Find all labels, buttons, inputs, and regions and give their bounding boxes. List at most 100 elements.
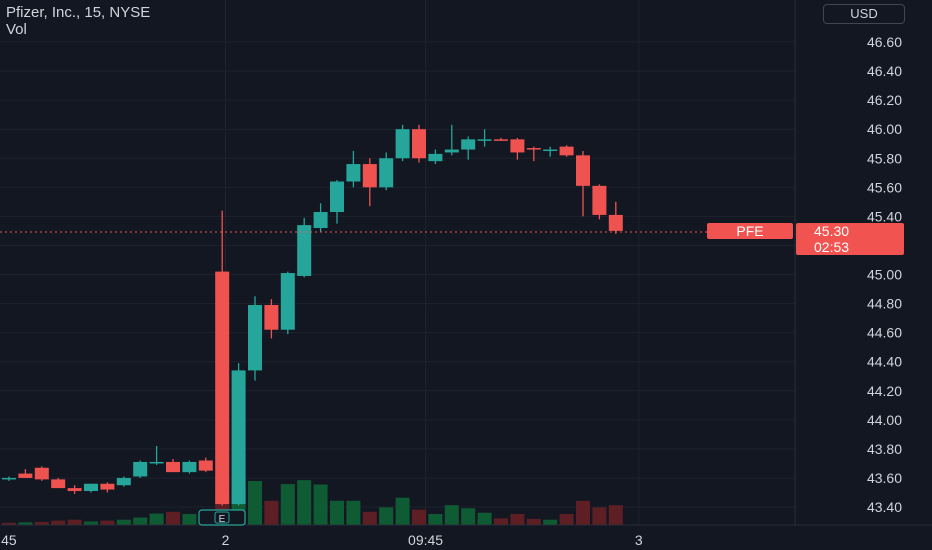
candle-body [444, 149, 459, 153]
candle-body [248, 305, 262, 371]
price-tick-label: 44.80 [867, 296, 902, 312]
volume-bar [477, 512, 492, 525]
candle-body [67, 488, 82, 492]
symbol-title[interactable]: Pfizer, Inc., 15, NYSE [6, 4, 151, 21]
candle[interactable] [543, 146, 558, 157]
candle-body [379, 158, 394, 188]
currency-selector[interactable]: USD [823, 4, 905, 24]
candle-body [18, 473, 33, 478]
candle[interactable] [362, 158, 377, 207]
price-tick-label: 44.40 [867, 354, 902, 370]
candle[interactable] [608, 201, 623, 234]
candle[interactable] [526, 146, 541, 162]
candle[interactable] [412, 124, 426, 163]
candle[interactable] [198, 457, 213, 473]
candle[interactable] [34, 466, 49, 481]
candle-body [608, 214, 623, 231]
time-axis[interactable]: 09:45 2 09:45 3 [0, 532, 643, 548]
price-tick-label: 43.60 [867, 470, 902, 486]
candle-body [412, 129, 426, 159]
candlestick-series [2, 124, 623, 506]
candle-body [510, 139, 525, 153]
volume-bar [67, 519, 82, 525]
candle-body [116, 477, 131, 486]
candle-body [526, 148, 541, 150]
volume-bar [297, 480, 312, 525]
candle[interactable] [248, 296, 262, 381]
candle[interactable] [510, 137, 525, 160]
time-tick-label: 2 [222, 532, 230, 548]
candle[interactable] [395, 124, 410, 162]
candle-body [313, 212, 328, 228]
price-tick-label: 45.60 [867, 179, 902, 195]
candle[interactable] [313, 203, 328, 233]
candle-body [494, 139, 508, 141]
volume-indicator-label[interactable]: Vol [6, 21, 27, 38]
volume-bar [362, 511, 377, 525]
candle[interactable] [330, 180, 344, 224]
volume-bar [379, 507, 394, 525]
candle[interactable] [149, 445, 164, 465]
volume-bar [34, 521, 49, 525]
candle[interactable] [84, 483, 98, 493]
earnings-marker-label: E [219, 514, 226, 525]
volume-bar [428, 514, 443, 525]
candle[interactable] [297, 217, 312, 278]
volume-bar [182, 514, 197, 525]
volume-bar [510, 514, 525, 525]
candle[interactable] [182, 460, 197, 474]
price-axis[interactable]: 46.6046.4046.2046.0045.8045.6045.4045.20… [867, 34, 902, 515]
candle[interactable] [494, 137, 508, 141]
time-tick-label: 3 [635, 532, 643, 548]
volume-bar [559, 514, 574, 525]
candle-body [592, 185, 607, 215]
time-tick-label: 09:45 [408, 532, 443, 548]
candle[interactable] [215, 210, 230, 506]
candle-body [215, 271, 230, 505]
candle[interactable] [67, 485, 82, 494]
candle[interactable] [133, 460, 148, 478]
volume-bar [592, 507, 607, 525]
volume-bar [412, 509, 426, 525]
volume-bar [346, 500, 361, 525]
candle-body [576, 155, 590, 186]
candle-body [264, 305, 279, 330]
candle-body [198, 460, 213, 471]
candle[interactable] [116, 476, 131, 487]
candle[interactable] [444, 124, 459, 156]
price-tick-label: 46.20 [867, 92, 902, 108]
candle-body [133, 461, 148, 477]
volume-bar [444, 505, 459, 525]
candle[interactable] [18, 469, 33, 478]
candle[interactable] [592, 184, 607, 220]
volume-bar [18, 522, 33, 525]
candle-body [297, 225, 312, 276]
candle-body [461, 139, 476, 150]
candle[interactable] [2, 476, 16, 481]
volume-bar [494, 518, 508, 525]
candle[interactable] [576, 150, 590, 217]
volume-bar [248, 481, 262, 525]
candle[interactable] [379, 152, 394, 191]
candle[interactable] [280, 271, 295, 335]
candle[interactable] [559, 145, 574, 157]
price-tick-label: 45.80 [867, 150, 902, 166]
candle-body [428, 153, 443, 162]
candle[interactable] [100, 482, 115, 493]
earnings-marker[interactable]: E [198, 509, 246, 526]
candle[interactable] [51, 477, 66, 489]
candle[interactable] [166, 459, 180, 473]
volume-bar [51, 520, 66, 525]
candle[interactable] [428, 149, 443, 165]
candle[interactable] [477, 129, 492, 147]
candle-body [51, 479, 66, 489]
candle-body [559, 146, 574, 156]
candle[interactable] [231, 363, 246, 506]
price-tick-label: 44.60 [867, 325, 902, 341]
volume-bar [526, 518, 541, 525]
candle[interactable] [461, 136, 476, 160]
candle[interactable] [346, 150, 361, 188]
candle-body [477, 139, 492, 141]
candle[interactable] [264, 299, 279, 339]
